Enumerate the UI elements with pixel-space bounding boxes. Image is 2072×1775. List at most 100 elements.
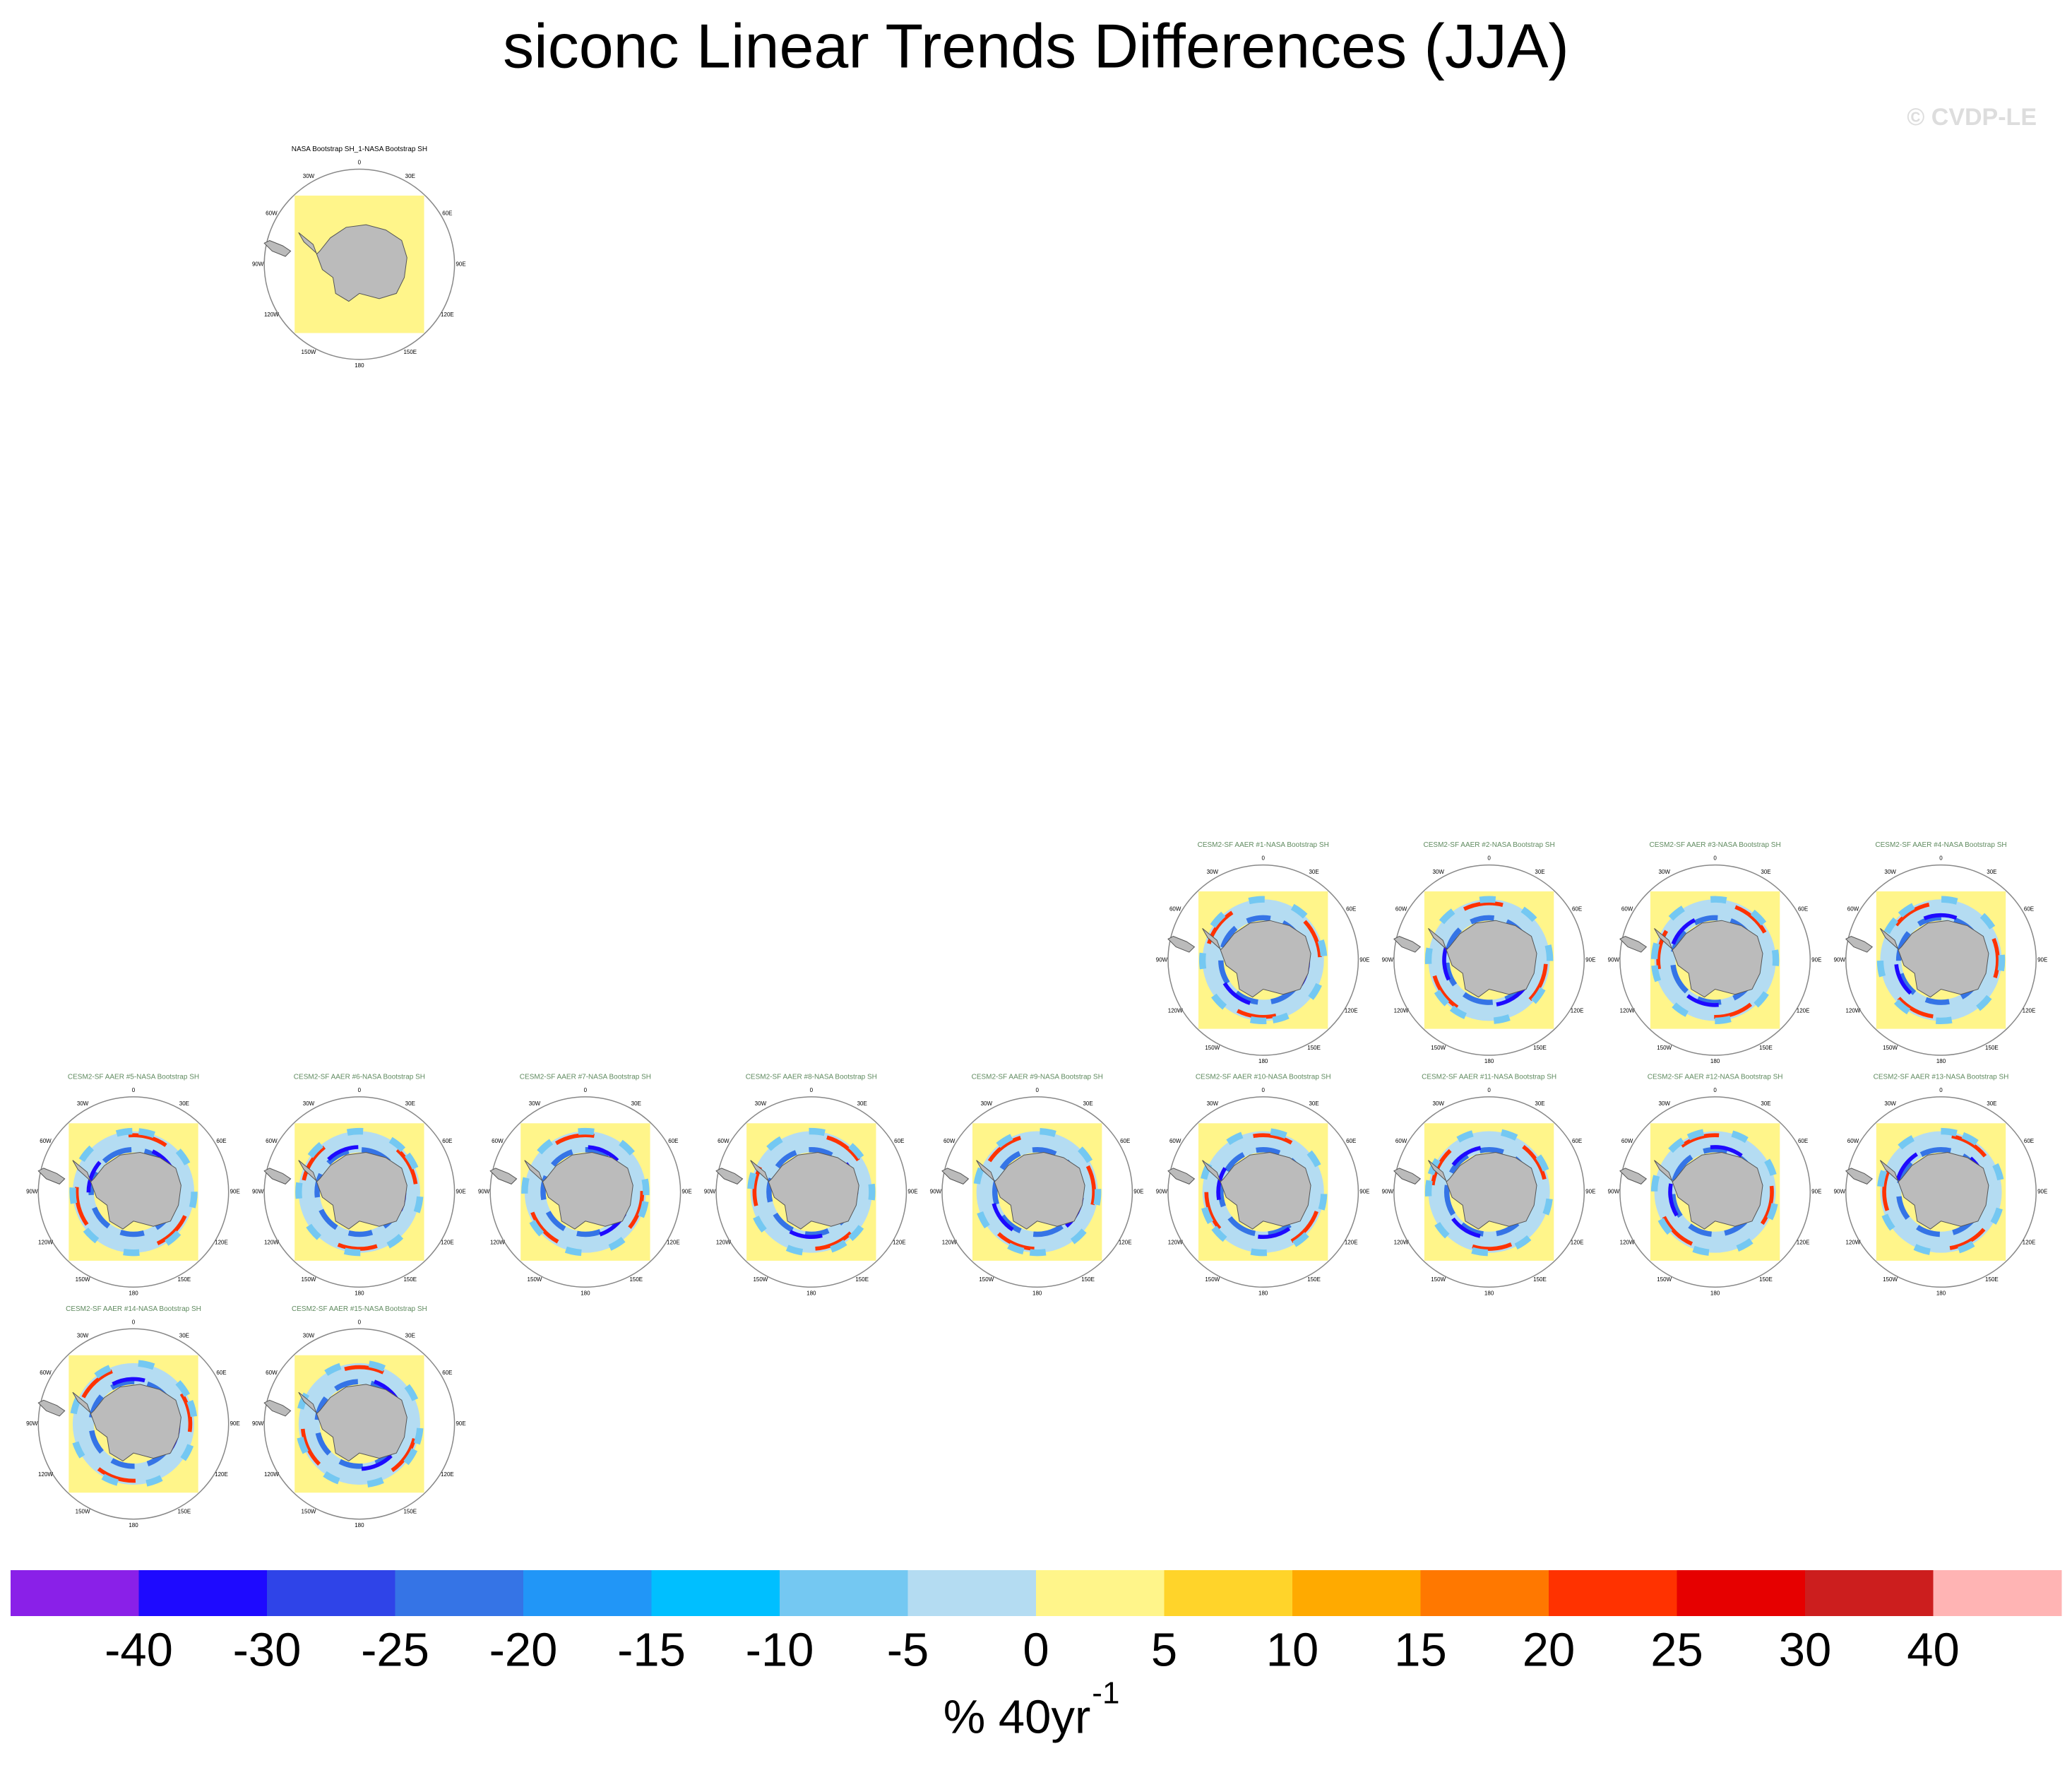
longitude-label: 120W <box>1620 1007 1635 1014</box>
colorbar-box <box>651 1570 780 1616</box>
longitude-label: 30W <box>755 1100 767 1107</box>
sea-ice-field <box>1428 1131 1550 1253</box>
longitude-label: 150W <box>76 1509 90 1515</box>
sea-ice-field <box>524 1131 646 1253</box>
longitude-label: 30W <box>1884 869 1896 875</box>
longitude-label: 30W <box>1207 869 1219 875</box>
sea-ice-field <box>72 1363 195 1485</box>
longitude-label: 120E <box>2023 1007 2036 1014</box>
sea-ice-field <box>74 1365 193 1483</box>
longitude-label: 90E <box>230 1189 240 1195</box>
sea-ice-field <box>1202 1131 1324 1253</box>
colorbar-box <box>523 1570 652 1616</box>
antarctica <box>524 1151 633 1230</box>
longitude-label: 180 <box>1936 1290 1946 1296</box>
south-america <box>1619 936 1648 953</box>
sea-ice-field <box>1894 913 1988 1007</box>
colorbar-box <box>780 1570 908 1616</box>
sea-ice-field <box>521 1127 650 1257</box>
south-america <box>37 1399 66 1417</box>
longitude-label: 0 <box>1487 855 1491 862</box>
longitude-label: 0 <box>1261 855 1265 862</box>
longitude-label: 60W <box>492 1138 504 1144</box>
sea-ice-field <box>1650 1127 1780 1257</box>
longitude-label: 30E <box>1987 869 1996 875</box>
longitude-label: 180 <box>1710 1058 1720 1064</box>
longitude-label: 120E <box>893 1240 906 1246</box>
longitude-label: 180 <box>1032 1290 1042 1296</box>
colorbar-box <box>1677 1570 1806 1616</box>
colorbar-tick-label: 25 <box>1650 1624 1703 1677</box>
longitude-label: 60E <box>1572 1138 1582 1144</box>
sea-ice-field <box>1202 899 1324 1021</box>
longitude-label: 30W <box>303 173 315 179</box>
antarctica <box>1202 920 1311 998</box>
antarctica <box>1202 1151 1311 1230</box>
longitude-label: 60E <box>1346 906 1356 913</box>
longitude-label: 150E <box>1759 1045 1773 1051</box>
south-america <box>263 1168 292 1185</box>
longitude-label: 30E <box>1083 1100 1092 1107</box>
longitude-label: 180 <box>355 1290 364 1296</box>
map-panel: CESM2-SF AAER #15-NASA Bootstrap SH 0 30E 6… <box>252 1305 466 1528</box>
longitude-label: 120E <box>441 1471 454 1478</box>
longitude-label: 120E <box>1797 1007 1810 1014</box>
map-boundary <box>37 1328 230 1520</box>
map-boundary <box>1619 1096 1811 1288</box>
longitude-label: 0 <box>1487 1087 1491 1093</box>
south-america <box>263 1399 292 1417</box>
longitude-label: 30W <box>303 1333 315 1339</box>
colorbar-tick-label: -30 <box>233 1624 302 1677</box>
longitude-label: 30E <box>1761 869 1770 875</box>
longitude-label: 60W <box>266 1370 278 1376</box>
south-america <box>263 239 292 257</box>
longitude-label: 150W <box>302 1509 316 1515</box>
sea-ice-field <box>88 1379 179 1469</box>
colorbar-tick-label: -10 <box>746 1624 814 1677</box>
sea-ice-field <box>1204 1133 1322 1251</box>
longitude-label: 0 <box>132 1319 136 1325</box>
panel-title: CESM2-SF AAER #11-NASA Bootstrap SH <box>1422 1073 1556 1081</box>
panel-title: CESM2-SF AAER #12-NASA Bootstrap SH <box>1648 1073 1783 1081</box>
longitude-label: 90E <box>907 1189 917 1195</box>
map-panel: CESM2-SF AAER #5-NASA Bootstrap SH 0 30E 60… <box>26 1073 240 1296</box>
longitude-label: 120W <box>1846 1007 1861 1014</box>
colorbar-tick-label: -25 <box>361 1624 429 1677</box>
watermark: © CVDP-LE <box>1907 104 2037 131</box>
panel-title: CESM2-SF AAER #5-NASA Bootstrap SH <box>68 1073 199 1081</box>
south-america <box>489 1168 518 1185</box>
longitude-label: 120E <box>215 1240 228 1246</box>
longitude-label: 30W <box>1658 1100 1670 1107</box>
sea-ice-field <box>1650 896 1780 1025</box>
longitude-label: 0 <box>1713 855 1717 862</box>
longitude-label: 150E <box>1307 1045 1321 1051</box>
colorbar-tick-label: -15 <box>617 1624 686 1677</box>
longitude-label: 180 <box>1484 1058 1494 1064</box>
longitude-label: 30E <box>1535 1100 1544 1107</box>
longitude-label: 150W <box>302 1276 316 1283</box>
colorbar-box <box>138 1570 268 1616</box>
sea-ice-field <box>1442 913 1537 1007</box>
map-boundary <box>1845 1096 2037 1288</box>
longitude-label: 150W <box>1205 1045 1220 1051</box>
longitude-label: 150E <box>1533 1276 1547 1283</box>
longitude-label: 90E <box>2037 1189 2047 1195</box>
panel-title: CESM2-SF AAER #9-NASA Bootstrap SH <box>972 1073 1103 1081</box>
sea-ice-field <box>88 1146 179 1237</box>
longitude-label: 30E <box>405 1333 415 1339</box>
map-panel: CESM2-SF AAER #7-NASA Bootstrap SH 0 30E 60… <box>478 1073 692 1296</box>
longitude-label: 0 <box>358 160 362 166</box>
sea-ice-field <box>1442 1145 1537 1240</box>
sea-ice-field <box>298 1131 420 1253</box>
map-panel: CESM2-SF AAER #10-NASA Bootstrap SH 0 30E 6… <box>1156 1073 1370 1296</box>
antarctica <box>72 1151 181 1230</box>
colorbar-tick-label: 10 <box>1266 1624 1319 1677</box>
longitude-label: 60W <box>1395 906 1407 913</box>
map-boundary <box>263 1328 456 1520</box>
colorbar-box <box>1549 1570 1677 1616</box>
sea-ice-field <box>1216 1145 1311 1240</box>
longitude-label: 150W <box>1431 1276 1446 1283</box>
longitude-label: 180 <box>355 362 364 369</box>
